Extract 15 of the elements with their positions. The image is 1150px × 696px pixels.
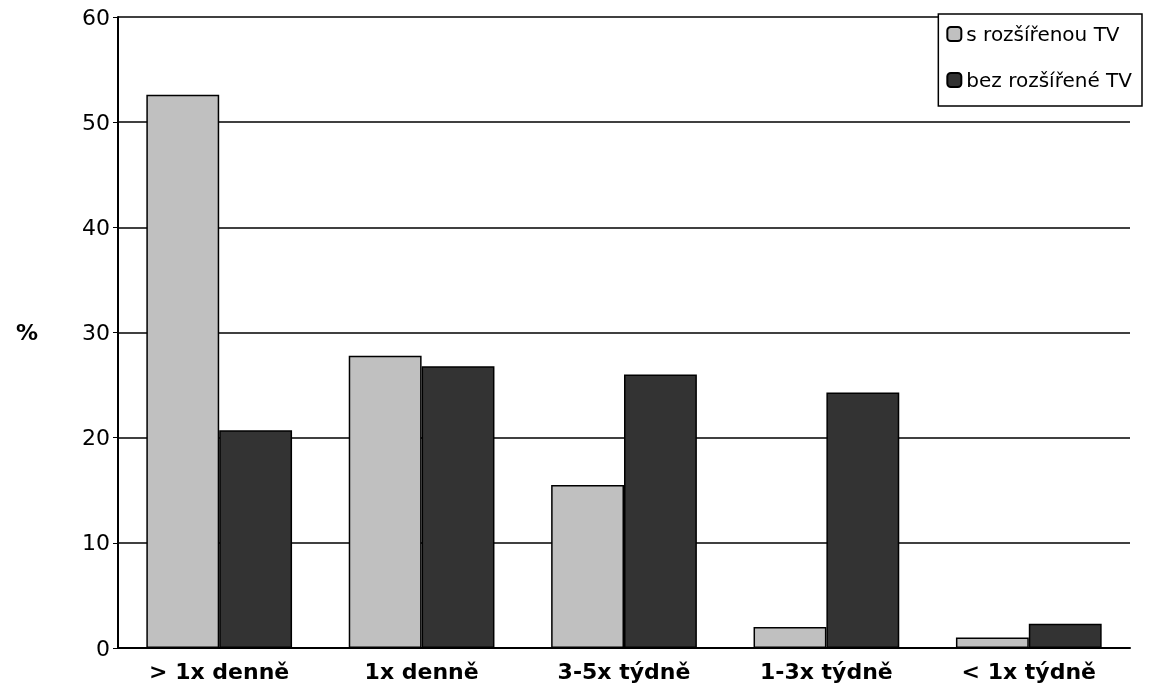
x-tick-label: 3-5x týdně <box>557 658 691 684</box>
y-tick-label: 10 <box>82 530 110 556</box>
x-tick-label: 1x denně <box>364 658 479 684</box>
y-axis-title: % <box>15 320 38 345</box>
y-tick-label: 50 <box>82 109 110 135</box>
y-tick-label: 0 <box>96 635 110 661</box>
x-tick-label: > 1x denně <box>149 658 290 684</box>
legend-label: bez rozšířené TV <box>966 68 1133 92</box>
x-tick-label: 1-3x týdně <box>760 658 893 684</box>
legend-label: s rozšířenou TV <box>966 22 1120 46</box>
y-tick-label: 30 <box>82 320 110 345</box>
y-tick-label: 40 <box>82 214 110 240</box>
y-tick-label: 60 <box>82 4 110 30</box>
y-tick-label: 20 <box>82 425 110 451</box>
x-tick-label: < 1x týdně <box>961 658 1097 684</box>
